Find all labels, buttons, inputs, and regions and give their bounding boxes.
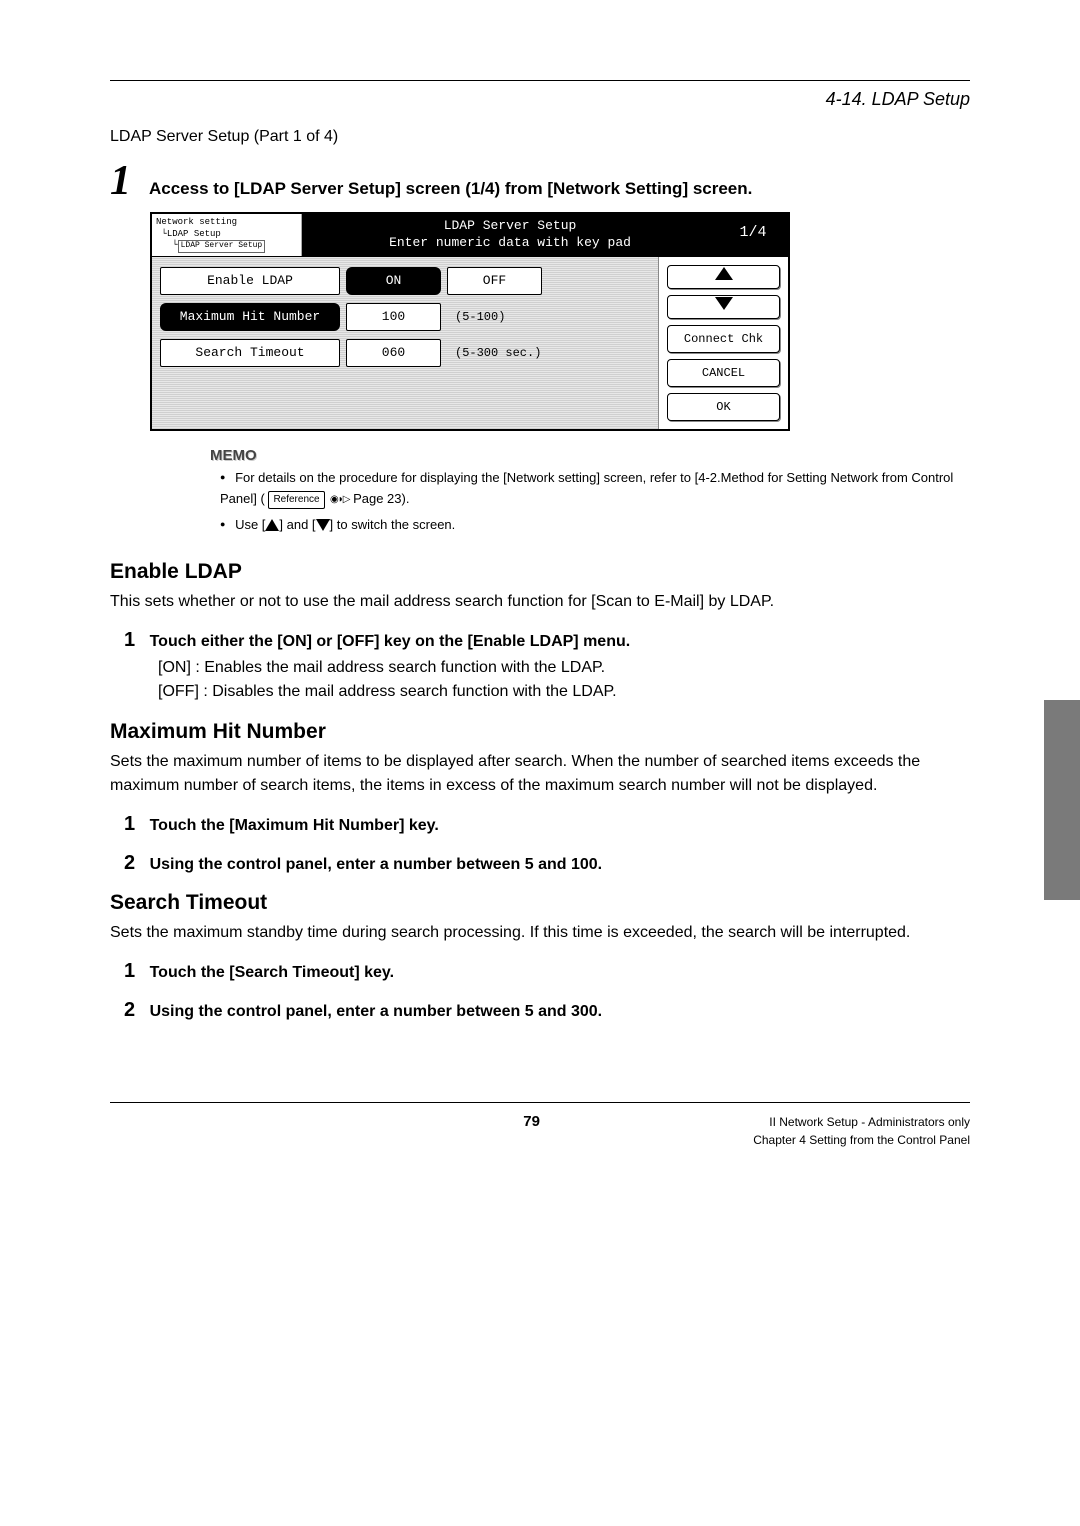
breadcrumb: Network setting └LDAP Setup └LDAP Server…	[152, 214, 302, 256]
max-hit-step2-title: Using the control panel, enter a number …	[150, 856, 603, 873]
header-rule	[110, 80, 970, 81]
screenshot-form-area: Enable LDAP ON OFF Maximum Hit Number 10…	[152, 257, 658, 429]
title-line1: LDAP Server Setup	[444, 218, 577, 233]
screenshot-header: Network setting └LDAP Setup └LDAP Server…	[152, 214, 788, 257]
crumb-line1: Network setting	[156, 217, 237, 227]
crumb-line2: LDAP Setup	[167, 229, 221, 239]
max-hit-range: (5-100)	[455, 310, 505, 324]
max-hit-heading: Maximum Hit Number	[110, 720, 970, 744]
memo-1-text-b: Page 23).	[353, 491, 409, 506]
row-search-timeout: Search Timeout 060 (5-300 sec.)	[160, 339, 650, 367]
substep-number: 1	[124, 813, 135, 836]
enable-ldap-label: Enable LDAP	[160, 267, 340, 295]
eye-icon: ◉◗▷	[328, 494, 349, 505]
connect-chk-button[interactable]: Connect Chk	[667, 325, 780, 353]
max-hit-label[interactable]: Maximum Hit Number	[160, 303, 340, 331]
max-hit-desc: Sets the maximum number of items to be d…	[110, 750, 970, 796]
enable-ldap-off-desc: [OFF] : Disables the mail address search…	[158, 680, 970, 704]
enable-ldap-on-button[interactable]: ON	[346, 267, 441, 295]
memo-list: For details on the procedure for display…	[220, 468, 970, 536]
footer-right-line2: Chapter 4 Setting from the Control Panel	[753, 1131, 970, 1149]
scroll-up-button[interactable]	[667, 265, 780, 289]
row-enable-ldap: Enable LDAP ON OFF	[160, 267, 650, 295]
enable-ldap-desc: This sets whether or not to use the mail…	[110, 590, 970, 613]
main-step-text: Access to [LDAP Server Setup] screen (1/…	[149, 169, 752, 199]
crumb-line3: LDAP Server Setup	[178, 240, 266, 252]
memo-item-1: For details on the procedure for display…	[220, 468, 970, 510]
memo-2-text-a: Use [	[235, 517, 265, 532]
memo-heading: MEMO	[210, 447, 970, 464]
enable-ldap-step1-body: [ON] : Enables the mail address search f…	[158, 656, 970, 704]
enable-ldap-heading: Enable LDAP	[110, 560, 970, 584]
title-line2: Enter numeric data with key pad	[389, 235, 631, 250]
substep-number: 2	[124, 852, 135, 875]
max-hit-step1: 1 Touch the [Maximum Hit Number] key.	[124, 813, 970, 836]
footer-right-line1: II Network Setup - Administrators only	[753, 1113, 970, 1131]
max-hit-step2: 2 Using the control panel, enter a numbe…	[124, 852, 970, 875]
substep-number: 1	[124, 960, 135, 983]
enable-ldap-step1: 1 Touch either the [ON] or [OFF] key on …	[124, 629, 970, 704]
screenshot-page-indicator: 1/4	[718, 214, 788, 256]
page-subtitle: LDAP Server Setup (Part 1 of 4)	[110, 128, 970, 146]
ldap-setup-screenshot: Network setting └LDAP Setup └LDAP Server…	[150, 212, 790, 431]
down-arrow-icon	[316, 519, 330, 531]
main-step-number: 1	[110, 160, 131, 202]
main-step: 1 Access to [LDAP Server Setup] screen (…	[110, 160, 970, 202]
memo-item-2: Use [ ] and [ ] to switch the screen.	[220, 515, 970, 536]
memo-2-text-c: ] to switch the screen.	[330, 517, 456, 532]
enable-ldap-off-button[interactable]: OFF	[447, 267, 542, 295]
ok-button[interactable]: OK	[667, 393, 780, 421]
search-timeout-step1: 1 Touch the [Search Timeout] key.	[124, 960, 970, 983]
max-hit-step1-title: Touch the [Maximum Hit Number] key.	[150, 817, 439, 834]
scroll-down-button[interactable]	[667, 295, 780, 319]
search-timeout-desc: Sets the maximum standby time during sea…	[110, 921, 970, 944]
header-section-title: 4-14. LDAP Setup	[110, 89, 970, 110]
screenshot-title: LDAP Server Setup Enter numeric data wit…	[302, 214, 718, 256]
cancel-button[interactable]: CANCEL	[667, 359, 780, 387]
memo-2-text-b: ] and [	[279, 517, 315, 532]
search-timeout-step2-title: Using the control panel, enter a number …	[150, 1003, 603, 1020]
search-timeout-range: (5-300 sec.)	[455, 346, 541, 360]
up-arrow-icon	[265, 519, 279, 531]
side-tab-indicator	[1044, 700, 1080, 900]
search-timeout-step2: 2 Using the control panel, enter a numbe…	[124, 999, 970, 1022]
max-hit-value[interactable]: 100	[346, 303, 441, 331]
enable-ldap-on-desc: [ON] : Enables the mail address search f…	[158, 656, 970, 680]
search-timeout-step1-title: Touch the [Search Timeout] key.	[150, 964, 395, 981]
substep-number: 2	[124, 999, 135, 1022]
enable-ldap-step1-title: Touch either the [ON] or [OFF] key on th…	[150, 633, 631, 650]
search-timeout-heading: Search Timeout	[110, 891, 970, 915]
footer-right: II Network Setup - Administrators only C…	[753, 1113, 970, 1149]
footer-left-spacer	[110, 1113, 310, 1149]
search-timeout-value[interactable]: 060	[346, 339, 441, 367]
page-footer: 79 II Network Setup - Administrators onl…	[110, 1102, 970, 1149]
screenshot-button-column: Connect Chk CANCEL OK	[658, 257, 788, 429]
row-max-hit: Maximum Hit Number 100 (5-100)	[160, 303, 650, 331]
screenshot-body: Enable LDAP ON OFF Maximum Hit Number 10…	[152, 257, 788, 429]
search-timeout-label[interactable]: Search Timeout	[160, 339, 340, 367]
reference-badge: Reference	[268, 491, 324, 509]
footer-page-number: 79	[310, 1113, 753, 1149]
substep-number: 1	[124, 629, 135, 652]
